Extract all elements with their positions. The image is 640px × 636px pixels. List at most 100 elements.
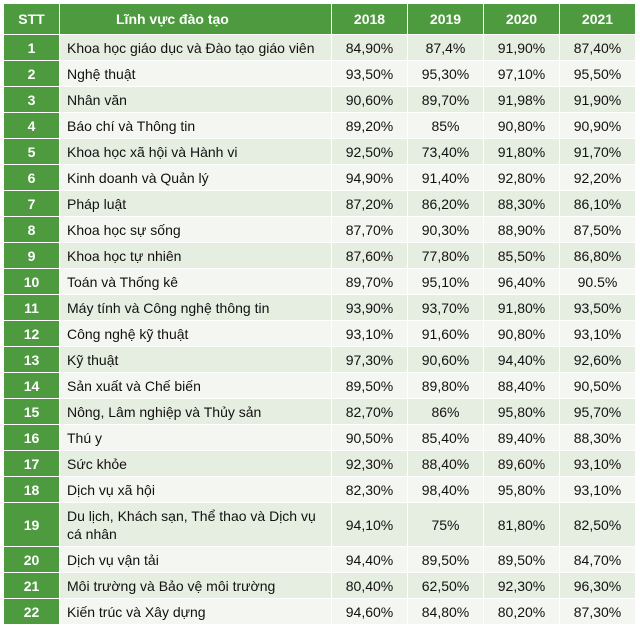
- row-value-2019: 85%: [407, 112, 484, 139]
- row-value-2018: 93,10%: [331, 320, 408, 347]
- row-stt: 2: [3, 60, 60, 87]
- table-row: 12 Công nghệ kỹ thuật 93,10% 91,60% 90,80% 93…: [3, 320, 636, 347]
- row-value-2019: 73,40%: [407, 138, 484, 165]
- row-stt: 18: [3, 476, 60, 503]
- row-value-2019: 88,40%: [407, 450, 484, 477]
- row-value-2020: 95,80%: [483, 398, 560, 425]
- row-value-2019: 91,60%: [407, 320, 484, 347]
- row-value-2020: 85,50%: [483, 242, 560, 269]
- table-row: 5 Khoa học xã hội và Hành vi 92,50% 73,40% 9…: [3, 138, 636, 165]
- row-value-2020: 91,80%: [483, 294, 560, 321]
- row-value-2020: 97,10%: [483, 60, 560, 87]
- row-value-2021: 92,20%: [559, 164, 636, 191]
- row-value-2019: 86%: [407, 398, 484, 425]
- row-stt: 3: [3, 86, 60, 113]
- row-value-2018: 97,30%: [331, 346, 408, 373]
- row-value-2018: 87,60%: [331, 242, 408, 269]
- row-value-2020: 90,80%: [483, 112, 560, 139]
- row-value-2019: 86,20%: [407, 190, 484, 217]
- employment-rate-table: STT Lĩnh vực đào tạo 2018 2019 2020 2021…: [3, 3, 636, 625]
- row-field: Nhân văn: [59, 86, 332, 113]
- row-stt: 8: [3, 216, 60, 243]
- row-value-2019: 93,70%: [407, 294, 484, 321]
- row-stt: 5: [3, 138, 60, 165]
- row-value-2019: 98,40%: [407, 476, 484, 503]
- row-field: Kinh doanh và Quản lý: [59, 164, 332, 191]
- row-field: Dịch vụ xã hội: [59, 476, 332, 503]
- row-value-2018: 87,70%: [331, 216, 408, 243]
- row-value-2021: 87,40%: [559, 34, 636, 61]
- row-field: Sức khỏe: [59, 450, 332, 477]
- row-value-2018: 89,20%: [331, 112, 408, 139]
- row-value-2021: 87,50%: [559, 216, 636, 243]
- row-stt: 4: [3, 112, 60, 139]
- row-value-2019: 84,80%: [407, 598, 484, 625]
- row-stt: 9: [3, 242, 60, 269]
- row-value-2021: 90.5%: [559, 268, 636, 295]
- row-value-2019: 91,40%: [407, 164, 484, 191]
- row-stt: 22: [3, 598, 60, 625]
- row-value-2018: 94,40%: [331, 546, 408, 573]
- row-value-2021: 86,10%: [559, 190, 636, 217]
- row-field: Khoa học xã hội và Hành vi: [59, 138, 332, 165]
- row-value-2018: 84,90%: [331, 34, 408, 61]
- row-field: Nghệ thuật: [59, 60, 332, 87]
- row-field: Máy tính và Công nghệ thông tin: [59, 294, 332, 321]
- table-row: 7 Pháp luật 87,20% 86,20% 88,30% 86,10%: [3, 190, 636, 217]
- row-stt: 6: [3, 164, 60, 191]
- row-value-2021: 90,90%: [559, 112, 636, 139]
- table-row: 17 Sức khỏe 92,30% 88,40% 89,60% 93,10%: [3, 450, 636, 477]
- row-value-2020: 92,80%: [483, 164, 560, 191]
- row-field: Dịch vụ vận tải: [59, 546, 332, 573]
- row-value-2020: 80,20%: [483, 598, 560, 625]
- header-year-2018: 2018: [331, 3, 408, 35]
- row-value-2019: 85,40%: [407, 424, 484, 451]
- row-value-2021: 86,80%: [559, 242, 636, 269]
- row-stt: 21: [3, 572, 60, 599]
- table-body: 1 Khoa học giáo dục và Đào tạo giáo viên 8…: [3, 34, 636, 625]
- row-value-2020: 89,50%: [483, 546, 560, 573]
- row-value-2021: 93,10%: [559, 320, 636, 347]
- row-value-2018: 93,90%: [331, 294, 408, 321]
- row-field: Kiến trúc và Xây dựng: [59, 598, 332, 625]
- row-value-2019: 87,4%: [407, 34, 484, 61]
- table-row: 10 Toán và Thống kê 89,70% 95,10% 96,40% 90.5…: [3, 268, 636, 295]
- row-field: Sản xuất và Chế biến: [59, 372, 332, 399]
- row-field: Nông, Lâm nghiệp và Thủy sản: [59, 398, 332, 425]
- row-value-2018: 82,70%: [331, 398, 408, 425]
- row-value-2020: 89,40%: [483, 424, 560, 451]
- row-value-2020: 91,90%: [483, 34, 560, 61]
- row-value-2018: 94,90%: [331, 164, 408, 191]
- row-value-2021: 93,10%: [559, 450, 636, 477]
- row-value-2018: 82,30%: [331, 476, 408, 503]
- row-stt: 11: [3, 294, 60, 321]
- row-value-2021: 95,70%: [559, 398, 636, 425]
- row-value-2018: 89,50%: [331, 372, 408, 399]
- table-row: 1 Khoa học giáo dục và Đào tạo giáo viên 8…: [3, 34, 636, 61]
- header-year-2021: 2021: [559, 3, 636, 35]
- row-value-2020: 91,80%: [483, 138, 560, 165]
- row-value-2021: 82,50%: [559, 502, 636, 547]
- row-field: Môi trường và Bảo vệ môi trường: [59, 572, 332, 599]
- row-value-2019: 89,50%: [407, 546, 484, 573]
- row-value-2018: 92,30%: [331, 450, 408, 477]
- row-field: Khoa học sự sống: [59, 216, 332, 243]
- header-field: Lĩnh vực đào tạo: [59, 3, 332, 35]
- row-value-2019: 90,60%: [407, 346, 484, 373]
- table-row: 2 Nghệ thuật 93,50% 95,30% 97,10% 95,50%: [3, 60, 636, 87]
- row-value-2020: 81,80%: [483, 502, 560, 547]
- row-value-2021: 87,30%: [559, 598, 636, 625]
- row-value-2020: 95,80%: [483, 476, 560, 503]
- row-value-2018: 94,60%: [331, 598, 408, 625]
- table-row: 9 Khoa học tự nhiên 87,60% 77,80% 85,50% 86,8…: [3, 242, 636, 269]
- table-row: 4 Báo chí và Thông tin 89,20% 85% 90,80% 90,9…: [3, 112, 636, 139]
- row-value-2019: 75%: [407, 502, 484, 547]
- table-row: 21 Môi trường và Bảo vệ môi trường 80,40% 6…: [3, 572, 636, 599]
- row-value-2020: 88,40%: [483, 372, 560, 399]
- row-field: Công nghệ kỹ thuật: [59, 320, 332, 347]
- row-stt: 12: [3, 320, 60, 347]
- row-value-2020: 89,60%: [483, 450, 560, 477]
- row-value-2018: 89,70%: [331, 268, 408, 295]
- row-stt: 19: [3, 502, 60, 547]
- row-field: Kỹ thuật: [59, 346, 332, 373]
